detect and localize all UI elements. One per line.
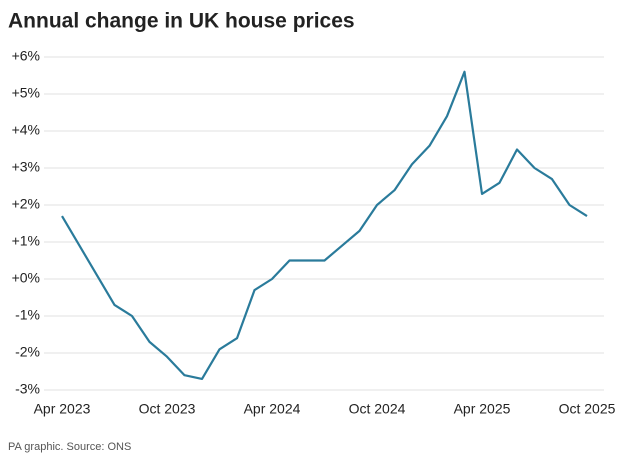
x-tick-label: Oct 2025 <box>559 401 616 417</box>
y-tick-label: +4% <box>12 122 40 138</box>
x-tick-label: Apr 2023 <box>34 401 91 417</box>
y-tick-label: +5% <box>12 85 40 101</box>
y-tick-label: +2% <box>12 196 40 212</box>
x-tick-label: Apr 2024 <box>244 401 301 417</box>
y-tick-label: -3% <box>15 381 40 397</box>
source-note: PA graphic. Source: ONS <box>8 441 131 453</box>
x-tick-label: Apr 2025 <box>454 401 511 417</box>
x-tick-label: Oct 2024 <box>349 401 406 417</box>
y-tick-label: +3% <box>12 159 40 175</box>
y-tick-label: -1% <box>15 307 40 323</box>
y-tick-label: +6% <box>12 48 40 64</box>
y-tick-label: +1% <box>12 233 40 249</box>
chart-title: Annual change in UK house prices <box>8 10 355 33</box>
data-line <box>61 70 588 380</box>
y-tick-label: +0% <box>12 270 40 286</box>
y-tick-label: -2% <box>15 344 40 360</box>
x-tick-label: Oct 2023 <box>139 401 196 417</box>
